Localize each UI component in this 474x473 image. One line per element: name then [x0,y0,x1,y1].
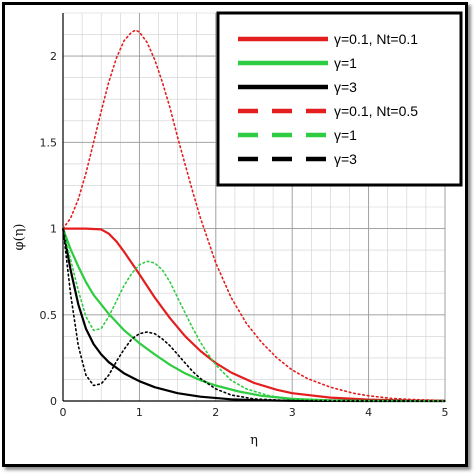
legend-label-3: γ=3 [334,79,357,95]
series-line-3 [61,228,445,403]
x-axis-label: η [250,433,258,448]
legend-label-4: γ=0.1, Nt=0.5 [334,103,418,119]
y-tick-label: 0 [50,395,57,408]
x-tick-label: 3 [289,406,296,419]
series-line-6 [62,227,446,402]
x-tick-label: 2 [212,406,219,419]
line-chart: 0 1 2 3 4 500.511.52 η φ(η) γ=0.1, Nt=0.1γ=1γ… [12,11,463,448]
y-tick-label: 0.5 [40,309,58,322]
series-line-5 [62,227,446,402]
x-tick-label: 4 [365,406,372,419]
legend: γ=0.1, Nt=0.1 γ=1 γ=3 γ=0.1, Nt=0.5 γ=1 γ=3 [216,11,463,187]
y-tick-label: 1.5 [40,136,58,149]
series-line-4 [62,29,446,402]
y-tick-label: 1 [50,223,57,236]
legend-label-1: γ=0.1, Nt=0.1 [334,31,418,47]
legend-box [216,11,463,187]
x-tick-label: 0 [60,406,67,419]
legend-label-5: γ=1 [334,127,357,143]
x-tick-label: 1 [136,406,143,419]
chart-frame: 0 1 2 3 4 5 0 0.5 1 1.5 2 η φ(η) γ=0.1, Nt=0.1 γ=1 γ… [2,2,468,467]
legend-label-2: γ=1 [334,55,357,71]
x-tick-label: 5 [442,406,449,419]
series-line-1 [63,227,446,402]
y-tick-label: 2 [50,50,57,63]
legend-label-6: γ=3 [334,151,357,167]
y-axis-label: φ(η) [12,223,27,250]
